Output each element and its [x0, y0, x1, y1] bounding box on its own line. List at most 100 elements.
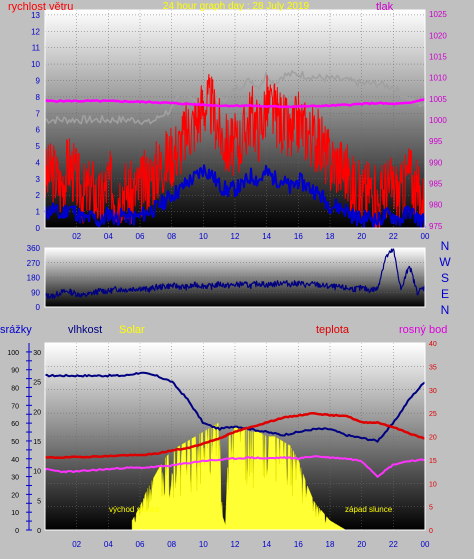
wind-plot-frame: [44, 9, 426, 229]
x-tick-label: 12: [231, 540, 240, 549]
x-tick-label: 04: [104, 232, 113, 241]
wind-y-tick-label: 5: [36, 142, 41, 151]
x-tick-label: 14: [262, 540, 271, 549]
x-tick-label: 22: [389, 232, 398, 241]
rain-y-tick-label: 40: [11, 457, 19, 464]
grey-series-line: [44, 70, 426, 125]
x-tick-label: 12: [231, 232, 240, 241]
x-tick-label: 16: [294, 540, 303, 549]
pressure-axis-title: tlak: [376, 1, 394, 13]
temperature-y-tick-label: 25: [429, 411, 437, 418]
wind-direction-line: [44, 247, 426, 300]
wind-y-tick-label: 0: [36, 224, 41, 233]
pressure-y-tick-label: 1005: [429, 95, 447, 104]
compass-letter: E: [441, 287, 449, 301]
direction-y-tick-label: 180: [27, 274, 41, 283]
humidity-y-tick-label: 25: [33, 380, 41, 387]
pressure-y-tick-label: 1020: [429, 31, 447, 40]
wind-y-tick-label: 10: [31, 60, 40, 69]
humidity-y-tick-label: 20: [33, 409, 41, 416]
x-tick-label: 02: [72, 232, 81, 241]
rain-axis-title: srážky: [0, 324, 32, 336]
temperature-y-tick-label: 40: [429, 341, 437, 348]
rain-y-tick-label: 80: [11, 386, 19, 393]
direction-y-tick-label: 90: [31, 288, 40, 297]
dew-point-legend: rosný bod: [399, 324, 447, 336]
pressure-y-tick-label: 995: [429, 137, 443, 146]
x-tick-label: 08: [167, 232, 176, 241]
x-tick-label: 14: [262, 232, 271, 241]
rain-y-tick-label: 10: [11, 510, 19, 517]
temperature-y-tick-label: 35: [429, 364, 437, 371]
temperature-y-tick-label: 15: [429, 458, 437, 465]
rain-y-tick-label: 90: [11, 368, 19, 375]
rain-y-tick-label: 60: [11, 421, 19, 428]
wind-y-tick-label: 11: [32, 44, 41, 53]
dew-point-line: [44, 455, 426, 478]
pressure-y-tick-label: 1010: [429, 74, 447, 83]
rain-y-tick-label: 0: [15, 528, 19, 535]
compass-letter: N: [441, 303, 450, 317]
x-tick-label: 20: [357, 540, 366, 549]
wind-average-line: [44, 164, 426, 229]
pressure-line: [44, 97, 426, 109]
wind-gust-line: [44, 73, 426, 229]
rain-y-tick-label: 30: [11, 475, 19, 482]
solar-legend: Solar: [119, 324, 145, 336]
rain-y-tick-label: 50: [11, 439, 19, 446]
compass-letter: S: [441, 271, 449, 285]
wind-y-tick-label: 9: [36, 76, 41, 85]
x-tick-label: 16: [294, 232, 303, 241]
compass-letter: W: [439, 255, 451, 269]
pressure-y-tick-label: 975: [429, 222, 443, 231]
temperature-y-tick-label: 10: [429, 481, 437, 488]
wind-y-tick-label: 13: [31, 11, 40, 20]
humidity-y-tick-label: 30: [33, 350, 41, 357]
wind-y-tick-label: 2: [36, 191, 41, 200]
rain-y-tick-label: 70: [11, 403, 19, 410]
wind-y-tick-label: 12: [31, 27, 40, 36]
x-tick-label: 00: [421, 540, 430, 549]
x-tick-label: 18: [326, 540, 335, 549]
humidity-axis-title: vlhkost: [68, 324, 102, 336]
wind-y-tick-label: 3: [36, 175, 41, 184]
temperature-line: [44, 411, 426, 460]
temperature-legend: teplota: [316, 324, 350, 336]
temperature-y-tick-label: 0: [429, 528, 433, 535]
humidity-line: [44, 371, 426, 443]
direction-plot-frame: [44, 247, 426, 308]
sunset-annotation: západ slunce: [345, 505, 393, 514]
pressure-y-tick-label: 1000: [429, 116, 447, 125]
rain-y-tick-label: 20: [11, 492, 19, 499]
sunrise-annotation: východ slunce: [109, 505, 160, 514]
x-tick-label: 02: [72, 540, 81, 549]
humidity-y-tick-label: 5: [37, 498, 41, 505]
chart-title: 24 hour graph day : 28 July 2019: [163, 1, 310, 12]
x-tick-label: 10: [199, 232, 208, 241]
pressure-y-tick-label: 980: [429, 201, 443, 210]
x-tick-label: 08: [167, 540, 176, 549]
x-tick-label: 10: [199, 540, 208, 549]
pressure-y-tick-label: 1015: [429, 53, 447, 62]
wind-y-tick-label: 8: [36, 93, 41, 102]
humidity-y-tick-label: 15: [33, 439, 41, 446]
x-tick-label: 06: [136, 232, 145, 241]
wind-axis-title: rychlost větru: [8, 1, 73, 13]
temperature-y-tick-label: 30: [429, 388, 437, 395]
pressure-y-tick-label: 985: [429, 180, 443, 189]
direction-y-tick-label: 0: [36, 303, 41, 312]
compass-letter: N: [441, 239, 450, 253]
direction-y-tick-label: 360: [27, 244, 41, 253]
x-tick-label: 22: [389, 540, 398, 549]
temperature-plot-frame: [44, 342, 426, 531]
wind-y-tick-label: 6: [36, 126, 41, 135]
x-tick-label: 04: [104, 540, 113, 549]
x-tick-label: 20: [357, 232, 366, 241]
rain-y-tick-label: 100: [7, 350, 19, 357]
wind-y-tick-label: 7: [36, 109, 41, 118]
direction-y-tick-label: 270: [27, 259, 41, 268]
x-tick-label: 18: [326, 232, 335, 241]
wind-y-tick-label: 1: [36, 208, 41, 217]
